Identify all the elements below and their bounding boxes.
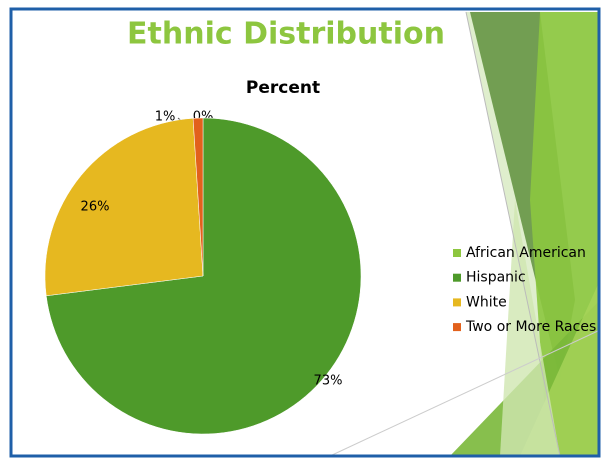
pie-slice xyxy=(45,117,362,435)
slide-frame xyxy=(9,7,601,458)
legend-swatch xyxy=(453,273,461,282)
decoration xyxy=(329,11,601,457)
legend-label: Hispanic xyxy=(466,270,526,286)
data-label: 26% xyxy=(81,200,110,215)
pie-slice xyxy=(192,117,204,277)
legend-label: Two or More Races xyxy=(465,319,596,335)
chart-subtitle: Percent xyxy=(246,78,320,98)
data-label: 73% xyxy=(314,374,343,389)
legend-swatch xyxy=(453,298,461,307)
data-label: 1% xyxy=(155,110,176,125)
legend-label: White xyxy=(466,294,507,310)
legend-label: African American xyxy=(466,245,586,261)
legend-swatch xyxy=(453,249,461,257)
chart-title: Ethnic Distribution xyxy=(127,17,445,52)
pie-slice xyxy=(44,118,204,297)
legend-swatch xyxy=(453,323,461,332)
